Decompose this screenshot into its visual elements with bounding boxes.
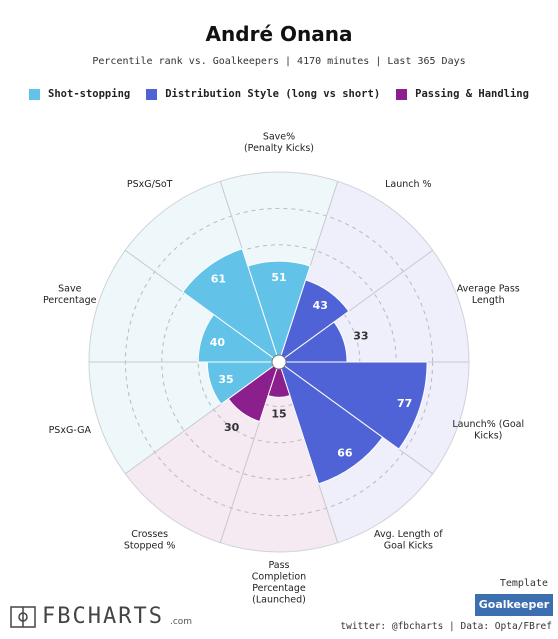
- category-label: Launch% (Goal Kicks): [452, 419, 524, 442]
- value-label: 51: [271, 271, 286, 284]
- category-label: Average Pass Length: [457, 283, 520, 306]
- category-label: PSxG/SoT: [127, 179, 173, 190]
- bar-51: [247, 260, 311, 364]
- legend-item-distribution: Distribution Style (long vs short): [146, 88, 380, 100]
- value-label: 77: [397, 397, 412, 410]
- bar-43: [278, 279, 350, 364]
- bar-77: [277, 361, 428, 450]
- legend-item-passing: Passing & Handling: [396, 88, 529, 100]
- category-label: Pass Completion Percentage (Launched): [252, 560, 306, 606]
- logo-text: FBCHARTS: [42, 604, 164, 629]
- pitch-icon: [10, 605, 36, 628]
- logo-suffix: .com: [169, 616, 193, 627]
- bar-61: [182, 248, 280, 364]
- legend-item-shot-stopping: Shot-stopping: [29, 88, 130, 100]
- value-label: 43: [313, 299, 328, 312]
- value-label: 40: [210, 336, 226, 349]
- legend-swatch: [29, 88, 41, 100]
- category-label: Crosses Stopped %: [124, 529, 176, 552]
- chart-title: André Onana: [205, 22, 353, 46]
- legend: Shot-stopping Distribution Style (long v…: [0, 88, 558, 100]
- chart-subtitle: Percentile rank vs. Goalkeepers | 4170 m…: [92, 56, 466, 67]
- category-label: Avg. Length of Goal Kicks: [374, 529, 443, 552]
- background-wedge: [220, 362, 338, 553]
- value-label: 33: [353, 329, 368, 342]
- category-label: Launch %: [385, 179, 431, 190]
- category-label: Save Percentage: [43, 283, 97, 306]
- template-label: Template: [499, 578, 548, 589]
- credits: twitter: @fbcharts | Data: Opta/FBref: [340, 621, 552, 632]
- legend-label: Passing & Handling: [415, 88, 529, 100]
- category-label: Save% (Penalty Kicks): [244, 131, 314, 154]
- value-label: 61: [211, 273, 226, 286]
- legend-label: Distribution Style (long vs short): [165, 88, 381, 100]
- fbcharts-logo: FBCHARTS .com: [10, 604, 192, 629]
- template-badge: Goalkeeper: [475, 594, 553, 616]
- category-label: PSxG-GA: [49, 425, 92, 436]
- bar-66: [278, 360, 384, 485]
- value-label: 66: [337, 447, 353, 460]
- legend-swatch: [146, 88, 158, 100]
- value-label: 35: [218, 373, 233, 386]
- value-label: 30: [224, 421, 240, 434]
- legend-swatch: [396, 88, 408, 100]
- value-label: 15: [271, 407, 286, 420]
- center-dot: [271, 354, 287, 370]
- legend-label: Shot-stopping: [48, 88, 131, 100]
